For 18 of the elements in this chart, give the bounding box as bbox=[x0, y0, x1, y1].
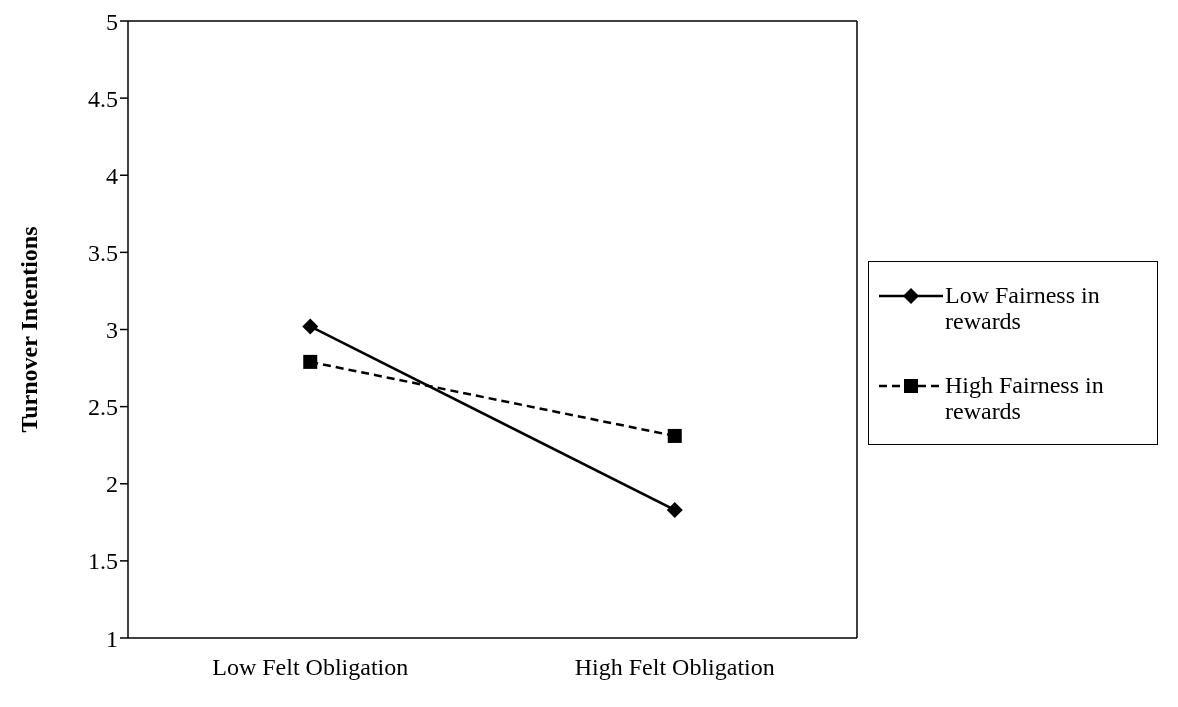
x-tick-label: Low Felt Obligation bbox=[212, 654, 409, 681]
y-tick-label: 2.5 bbox=[88, 394, 118, 421]
legend-label: High Fairness in rewards bbox=[945, 372, 1105, 424]
point bbox=[667, 428, 682, 443]
point bbox=[666, 501, 683, 518]
point bbox=[303, 354, 318, 369]
legend-label: Low Fairness in rewards bbox=[945, 282, 1101, 334]
y-tick-label: 3.5 bbox=[88, 239, 118, 266]
y-tick-label: 3 bbox=[106, 317, 118, 344]
x-tick-label: High Felt Obligation bbox=[574, 654, 775, 681]
y-tick-label: 1 bbox=[106, 625, 118, 652]
y-tick-label: 4.5 bbox=[88, 85, 118, 112]
y-tick-label: 2 bbox=[106, 471, 118, 498]
y-tick-label: 5 bbox=[106, 8, 118, 35]
point bbox=[302, 318, 319, 335]
y-axis-title: Turnover Intentions bbox=[15, 226, 42, 433]
y-tick-label: 4 bbox=[106, 162, 118, 189]
y-tick-label: 1.5 bbox=[88, 548, 118, 575]
